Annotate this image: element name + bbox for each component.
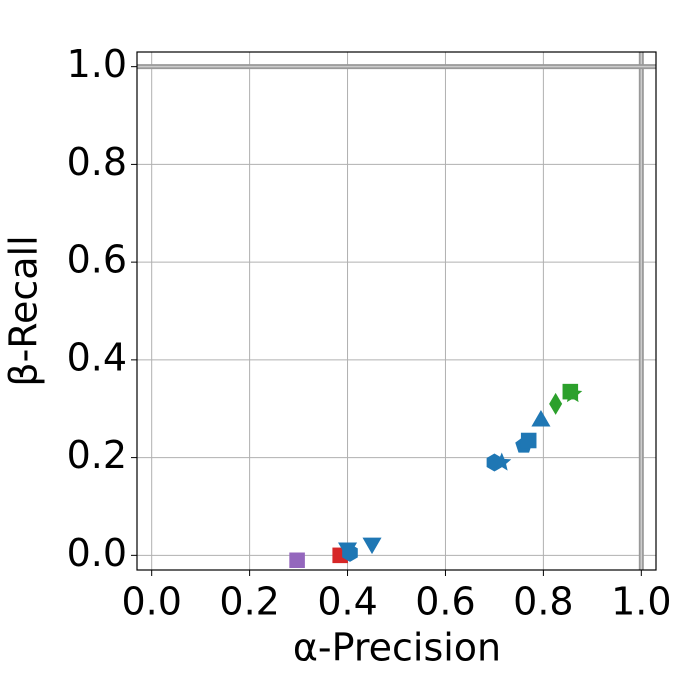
- y-tick-label: 0.6: [67, 238, 127, 282]
- y-axis-label: β-Recall: [2, 235, 46, 386]
- point: [563, 384, 583, 403]
- y-tick-label: 0.0: [67, 531, 127, 575]
- y-tick-label: 0.2: [67, 433, 127, 477]
- x-tick-label: 0.8: [513, 580, 573, 624]
- point: [289, 552, 305, 569]
- x-tick-label: 0.2: [219, 580, 279, 624]
- x-tick-label: 0.0: [121, 580, 181, 624]
- point: [549, 392, 563, 415]
- x-tick-label: 1.0: [611, 580, 671, 624]
- plot-frame: [136, 51, 657, 571]
- x-tick-label: 0.6: [415, 580, 475, 624]
- point: [362, 537, 382, 555]
- y-tick-label: 0.8: [67, 140, 127, 184]
- x-tick-label: 0.4: [317, 580, 377, 624]
- point: [520, 432, 537, 449]
- point: [492, 452, 512, 471]
- y-tick-label: 1.0: [67, 42, 127, 86]
- y-tick-label: 0.4: [67, 335, 127, 379]
- x-axis-label: α-Precision: [293, 626, 501, 670]
- point: [342, 543, 358, 562]
- point: [531, 409, 551, 427]
